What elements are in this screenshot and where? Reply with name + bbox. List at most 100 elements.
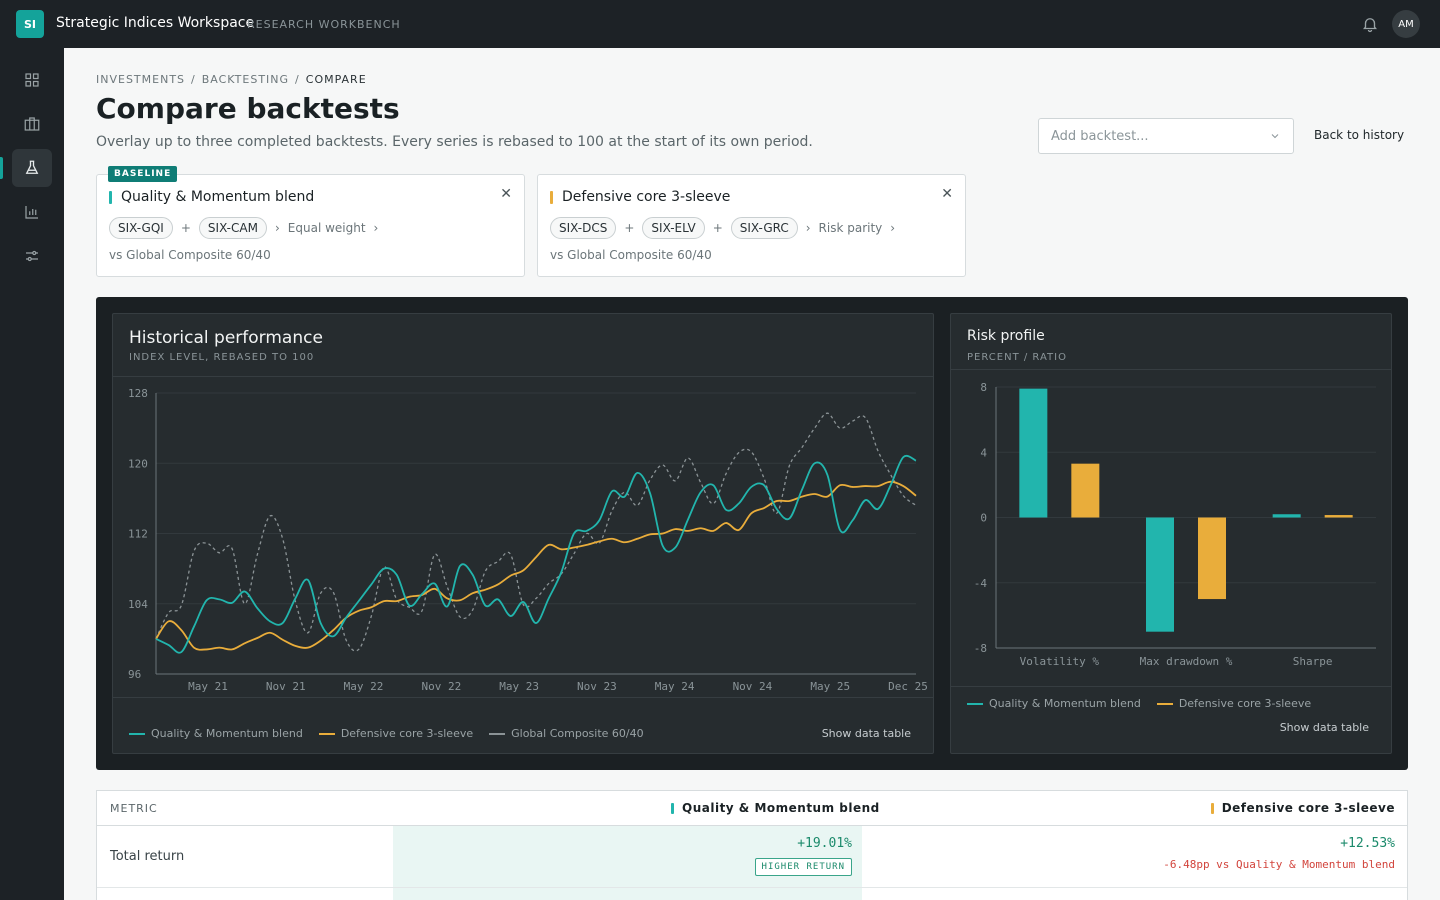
nav-settings[interactable]	[12, 237, 52, 275]
add-backtest-placeholder: Add backtest...	[1051, 128, 1149, 144]
backtest-card-baseline: BASELINE Quality & Momentum blend ✕ SIX-…	[96, 166, 525, 277]
flask-icon	[25, 160, 39, 174]
x-tick-label: May 23	[499, 680, 539, 693]
y-tick-label: 120	[128, 457, 148, 470]
legend-item[interactable]: Quality & Momentum blend	[129, 727, 303, 740]
bar-quality-momentum-blend	[1019, 388, 1048, 518]
performance-legend: Quality & Momentum blend Defensive core …	[129, 727, 644, 740]
y-tick-label: 112	[128, 528, 148, 541]
metric-value: +19.01%	[797, 836, 852, 851]
breadcrumb-backtesting[interactable]: BACKTESTING	[201, 73, 290, 86]
show-data-table-button[interactable]: Show data table	[821, 727, 911, 740]
benchmark-label: vs Global Composite 60/40	[550, 248, 712, 262]
nav-reports[interactable]	[12, 193, 52, 231]
bar-chart-icon	[25, 206, 38, 219]
page-title: Compare backtests	[96, 92, 400, 125]
legend-item[interactable]: Defensive core 3-sleeve	[1156, 697, 1311, 710]
metric-difference: -6.48pp vs Quality & Momentum blend	[1163, 858, 1395, 871]
app-title: Strategic Indices Workspace	[56, 15, 255, 31]
bell-icon[interactable]	[1361, 15, 1379, 33]
y-tick-label: 4	[980, 446, 987, 459]
metrics-table: METRIC Quality & Momentum blend Defensiv…	[96, 790, 1408, 900]
winning-cell: +19.01% HIGHER RETURN	[393, 826, 862, 900]
row-divider	[97, 887, 1407, 888]
user-avatar[interactable]: AM	[1392, 10, 1420, 38]
breadcrumb-compare: COMPARE	[305, 73, 367, 86]
backtest-title: Quality & Momentum blend	[109, 189, 314, 205]
bar-quality-momentum-blend	[1146, 517, 1174, 632]
y-tick-label: 96	[128, 668, 141, 681]
component-chip[interactable]: SIX-ELV	[642, 217, 705, 239]
remove-backtest-button[interactable]: ✕	[941, 186, 953, 202]
component-list: SIX-GQI + SIX-CAM › Equal weight ›	[109, 217, 378, 239]
x-tick-label: Volatility %	[1020, 655, 1100, 668]
breadcrumb: INVESTMENTS / BACKTESTING / COMPARE	[96, 73, 367, 86]
bar-quality-momentum-blend	[1272, 514, 1301, 518]
component-chip[interactable]: SIX-GRC	[730, 217, 798, 239]
x-tick-label: Nov 23	[577, 680, 617, 693]
metric-value: +12.53%	[1340, 836, 1395, 851]
nav-backtesting[interactable]	[0, 149, 52, 187]
performance-subtitle: INDEX LEVEL, REBASED TO 100	[129, 352, 315, 363]
app-logo[interactable]: SI	[16, 10, 44, 38]
component-chip[interactable]: SIX-GQI	[109, 217, 173, 239]
bar-defensive-core-3-sleeve	[1324, 515, 1353, 518]
performance-line-chart[interactable]: 96 104 112 120 128 May 21 Nov 21 May 22 Nov 22 Ma…	[113, 377, 933, 697]
series-line-defensive-core-3-sleeve	[155, 480, 917, 651]
performance-chart-card: Historical performance INDEX LEVEL, REBA…	[112, 313, 934, 754]
metric-column-header: METRIC	[110, 802, 158, 815]
grid-icon	[25, 73, 39, 87]
series-line-global-composite-60-40	[155, 412, 917, 652]
metric-row-label: Total return	[110, 849, 185, 864]
backtest-title: Defensive core 3-sleeve	[550, 189, 730, 205]
baseline-badge: BASELINE	[108, 166, 178, 182]
chevron-right-icon: ›	[890, 221, 896, 235]
component-chip[interactable]: SIX-DCS	[550, 217, 617, 239]
weighting-label[interactable]: Risk parity	[818, 221, 883, 235]
series-line-quality-momentum-blend	[155, 454, 917, 654]
legend-item[interactable]: Quality & Momentum blend	[967, 697, 1141, 710]
column-header-2: Defensive core 3-sleeve	[1210, 801, 1395, 815]
nav-dashboard[interactable]	[12, 61, 52, 99]
sidebar	[0, 48, 64, 900]
backtest-name: Quality & Momentum blend	[121, 189, 315, 205]
legend-item[interactable]: Global Composite 60/40	[489, 727, 644, 740]
risk-bar-chart[interactable]: -8 -4 0 4 8 Volatility % Max drawdown % Sharpe	[951, 370, 1391, 686]
nav-portfolios[interactable]	[12, 105, 52, 143]
x-tick-label: Dec 25	[888, 680, 928, 693]
column-header-1: Quality & Momentum blend	[671, 801, 880, 815]
backtest-name: Defensive core 3-sleeve	[562, 189, 731, 205]
legend-item[interactable]: Defensive core 3-sleeve	[318, 727, 473, 740]
backtest-card-2: Defensive core 3-sleeve ✕ SIX-DCS + SIX-…	[537, 174, 966, 277]
higher-return-badge: HIGHER RETURN	[754, 858, 852, 876]
component-chip[interactable]: SIX-CAM	[198, 217, 267, 239]
x-tick-label: Nov 24	[733, 680, 773, 693]
y-tick-label: 0	[980, 512, 987, 525]
briefcase-icon	[24, 117, 40, 131]
chevron-down-icon	[1271, 134, 1279, 139]
y-tick-label: 8	[980, 381, 987, 394]
y-tick-label: 104	[128, 598, 148, 611]
risk-title: Risk profile	[967, 328, 1045, 344]
x-tick-label: May 24	[655, 680, 695, 693]
x-tick-label: May 22	[344, 680, 384, 693]
breadcrumb-investments[interactable]: INVESTMENTS	[96, 73, 186, 86]
back-to-history-button[interactable]: Back to history	[1314, 128, 1405, 142]
metrics-header: METRIC Quality & Momentum blend Defensiv…	[97, 791, 1407, 826]
x-tick-label: Nov 22	[421, 680, 461, 693]
x-tick-label: May 25	[810, 680, 850, 693]
x-tick-label: Nov 21	[266, 680, 306, 693]
risk-subtitle: PERCENT / RATIO	[967, 352, 1067, 363]
remove-backtest-button[interactable]: ✕	[500, 186, 512, 202]
sliders-icon	[26, 250, 38, 262]
chevron-right-icon: ›	[805, 221, 811, 235]
page-description: Overlay up to three completed backtests.…	[96, 134, 813, 150]
x-tick-label: Max drawdown %	[1140, 655, 1233, 668]
add-backtest-select[interactable]: Add backtest...	[1038, 118, 1294, 154]
chevron-right-icon: ›	[373, 221, 379, 235]
show-data-table-button[interactable]: Show data table	[1279, 721, 1369, 734]
benchmark-label: vs Global Composite 60/40	[109, 248, 271, 262]
x-tick-label: Sharpe	[1293, 655, 1333, 668]
bar-defensive-core-3-sleeve	[1071, 463, 1100, 518]
weighting-label[interactable]: Equal weight	[287, 221, 366, 235]
